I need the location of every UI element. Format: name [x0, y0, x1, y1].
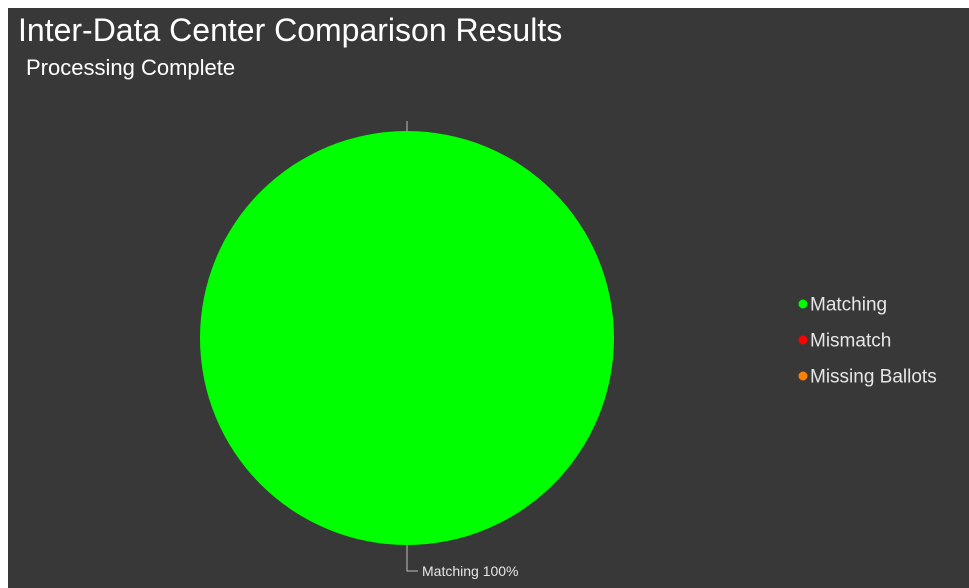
label-connector — [406, 545, 418, 572]
chart-frame: Inter-Data Center Comparison Results Pro… — [8, 8, 969, 588]
chart-legend: Matching Mismatch Missing Ballots — [798, 295, 937, 388]
legend-item-missing-ballots[interactable]: Missing Ballots — [798, 367, 937, 388]
pie-slices — [200, 131, 614, 545]
chart-title: Inter-Data Center Comparison Results — [18, 12, 563, 48]
legend-item-matching[interactable]: Matching — [798, 295, 888, 316]
chart-subtitle: Processing Complete — [26, 55, 236, 80]
pie-slice-matching[interactable] — [200, 131, 614, 545]
pie-chart: Matching 100% Matching Mismatch Missing Ba… — [200, 121, 937, 579]
legend-label-matching: Matching — [810, 295, 887, 316]
legend-marker-mismatch — [798, 335, 808, 345]
legend-marker-missing-ballots — [798, 371, 808, 381]
data-label-matching: Matching 100% — [422, 563, 519, 579]
legend-label-mismatch: Mismatch — [810, 331, 891, 352]
pie-data-labels: Matching 100% — [406, 121, 519, 579]
legend-label-missing-ballots: Missing Ballots — [810, 367, 937, 388]
legend-item-mismatch[interactable]: Mismatch — [798, 331, 892, 352]
legend-marker-matching — [798, 299, 808, 309]
